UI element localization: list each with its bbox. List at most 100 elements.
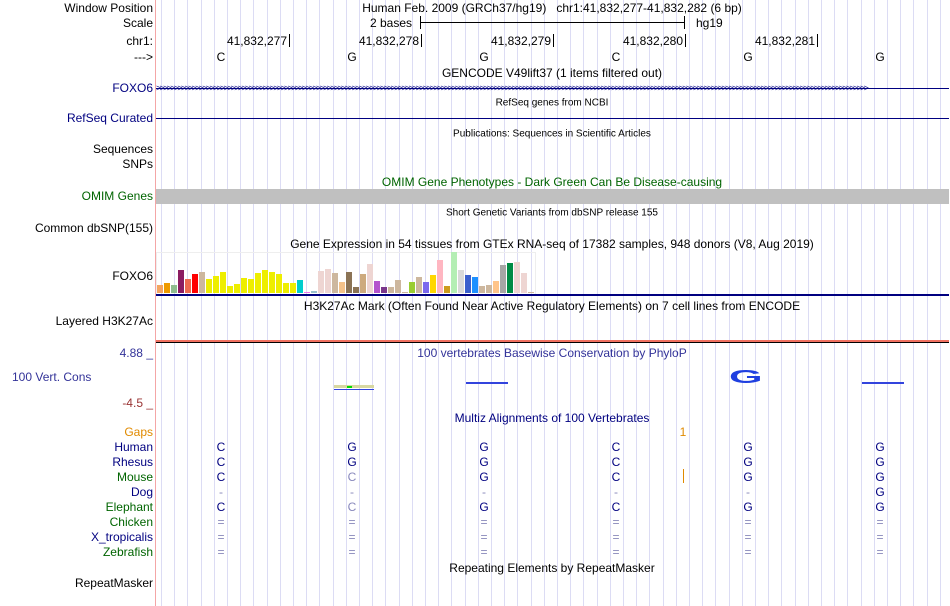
gtex-bar[interactable] bbox=[472, 277, 478, 293]
gtex-bar[interactable] bbox=[367, 264, 373, 293]
gtex-bar[interactable] bbox=[465, 275, 471, 293]
gtex-bar[interactable] bbox=[493, 281, 499, 293]
species-label[interactable]: X_tropicalis bbox=[90, 530, 153, 544]
gtex-bar[interactable] bbox=[479, 286, 485, 293]
gencode-title: GENCODE V49lift37 (1 items filtered out) bbox=[441, 66, 663, 80]
gtex-bar[interactable] bbox=[332, 273, 338, 293]
gtex-bar[interactable] bbox=[318, 271, 324, 293]
gtex-bar[interactable] bbox=[528, 292, 534, 293]
gtex-bar[interactable] bbox=[297, 280, 303, 293]
gtex-track-label[interactable]: FOXO6 bbox=[112, 269, 153, 283]
gtex-bar[interactable] bbox=[276, 274, 282, 293]
position-label: 41,832,278 bbox=[358, 34, 419, 48]
gtex-bar[interactable] bbox=[507, 263, 513, 293]
grid-line bbox=[412, 0, 413, 606]
gtex-bar[interactable] bbox=[416, 277, 422, 293]
position-label: 41,832,280 bbox=[622, 34, 683, 48]
gtex-bar[interactable] bbox=[500, 265, 506, 293]
gtex-bar[interactable] bbox=[248, 279, 254, 293]
aligned-base: C bbox=[347, 500, 357, 514]
phylop-title: 100 vertebrates Basewise Conservation by… bbox=[417, 346, 687, 360]
gtex-bar[interactable] bbox=[353, 287, 359, 293]
species-label[interactable]: Rhesus bbox=[112, 455, 153, 469]
gtex-bar[interactable] bbox=[374, 281, 380, 293]
gtex-bar[interactable] bbox=[381, 287, 387, 293]
gtex-bar[interactable] bbox=[192, 274, 198, 293]
position-tick bbox=[421, 34, 422, 47]
phylop-track-label[interactable]: 100 Vert. Cons bbox=[12, 370, 92, 384]
gtex-bar[interactable] bbox=[199, 272, 205, 293]
grid-line bbox=[927, 0, 928, 606]
gtex-bar[interactable] bbox=[157, 285, 163, 293]
gtex-bar[interactable] bbox=[227, 286, 233, 293]
gtex-bar[interactable] bbox=[388, 287, 394, 293]
omim-gene-bar[interactable] bbox=[156, 189, 949, 204]
gtex-bar[interactable] bbox=[409, 282, 415, 293]
gtex-bar[interactable] bbox=[213, 276, 219, 293]
dbsnp-track-label[interactable]: Common dbSNP(155) bbox=[34, 221, 153, 235]
gtex-bar[interactable] bbox=[423, 282, 429, 293]
gtex-bar[interactable] bbox=[451, 252, 457, 293]
refseq-gene[interactable] bbox=[156, 118, 949, 119]
species-label[interactable]: Dog bbox=[130, 485, 153, 499]
grid-line bbox=[702, 0, 703, 606]
foxo6-gene[interactable] bbox=[156, 88, 949, 89]
aligned-base: G bbox=[743, 470, 753, 484]
refseq-track-label[interactable]: RefSeq Curated bbox=[66, 111, 153, 125]
omim-track-label[interactable]: OMIM Genes bbox=[81, 189, 153, 203]
gtex-bar[interactable] bbox=[185, 279, 191, 293]
gencode-track-label[interactable]: FOXO6 bbox=[112, 81, 153, 95]
snps-label[interactable]: SNPs bbox=[122, 157, 153, 171]
grid-line bbox=[531, 0, 532, 606]
species-label[interactable]: Mouse bbox=[116, 470, 153, 484]
gtex-bar[interactable] bbox=[290, 283, 296, 293]
gtex-bar[interactable] bbox=[486, 285, 492, 293]
gtex-bar[interactable] bbox=[346, 272, 352, 293]
repeatmasker-track-label[interactable]: RepeatMasker bbox=[74, 576, 153, 590]
gtex-bar[interactable] bbox=[269, 272, 275, 293]
gtex-bar[interactable] bbox=[206, 279, 212, 293]
aligned-base: = bbox=[744, 530, 752, 544]
gtex-bar[interactable] bbox=[437, 260, 443, 293]
gtex-bar[interactable] bbox=[304, 292, 310, 293]
window-position: Human Feb. 2009 (GRCh37/hg19) chr1:41,83… bbox=[362, 1, 742, 15]
gtex-bar[interactable] bbox=[220, 272, 226, 293]
gtex-bar[interactable] bbox=[325, 269, 331, 293]
gtex-bar[interactable] bbox=[395, 280, 401, 293]
gtex-bar[interactable] bbox=[178, 270, 184, 293]
gtex-bar[interactable] bbox=[164, 283, 170, 293]
gtex-bar[interactable] bbox=[234, 284, 240, 293]
reference-base: G bbox=[347, 50, 357, 64]
gtex-bar[interactable] bbox=[171, 285, 177, 293]
gtex-chart[interactable] bbox=[156, 250, 556, 293]
aligned-base: = bbox=[612, 545, 620, 559]
grid-line bbox=[940, 0, 941, 606]
gtex-bar[interactable] bbox=[311, 291, 317, 293]
grid-line bbox=[715, 0, 716, 606]
h3k27ac-track-label[interactable]: Layered H3K27Ac bbox=[55, 314, 153, 328]
gtex-bar[interactable] bbox=[360, 274, 366, 293]
gtex-bar[interactable] bbox=[241, 278, 247, 293]
gtex-bar[interactable] bbox=[514, 262, 520, 293]
gaps-label[interactable]: Gaps bbox=[124, 425, 153, 439]
strand-label: ---> bbox=[134, 50, 153, 64]
gtex-bar[interactable] bbox=[255, 273, 261, 293]
sequences-label[interactable]: Sequences bbox=[92, 142, 153, 156]
gtex-bar[interactable] bbox=[444, 286, 450, 293]
aligned-base: - bbox=[746, 485, 750, 499]
species-label[interactable]: Elephant bbox=[105, 500, 153, 514]
species-label[interactable]: Chicken bbox=[109, 515, 153, 529]
species-label[interactable]: Zebrafish bbox=[102, 545, 153, 559]
grid-line bbox=[214, 0, 215, 606]
gtex-bar[interactable] bbox=[339, 282, 345, 293]
gtex-bar[interactable] bbox=[458, 270, 464, 293]
gtex-bar[interactable] bbox=[521, 273, 527, 293]
gtex-bar[interactable] bbox=[262, 270, 268, 293]
position-tick bbox=[553, 34, 554, 47]
gtex-bar[interactable] bbox=[402, 292, 408, 293]
species-label[interactable]: Human bbox=[114, 440, 153, 454]
gtex-bar[interactable] bbox=[430, 275, 436, 293]
aligned-base: = bbox=[480, 515, 488, 529]
gtex-bar[interactable] bbox=[283, 283, 289, 293]
